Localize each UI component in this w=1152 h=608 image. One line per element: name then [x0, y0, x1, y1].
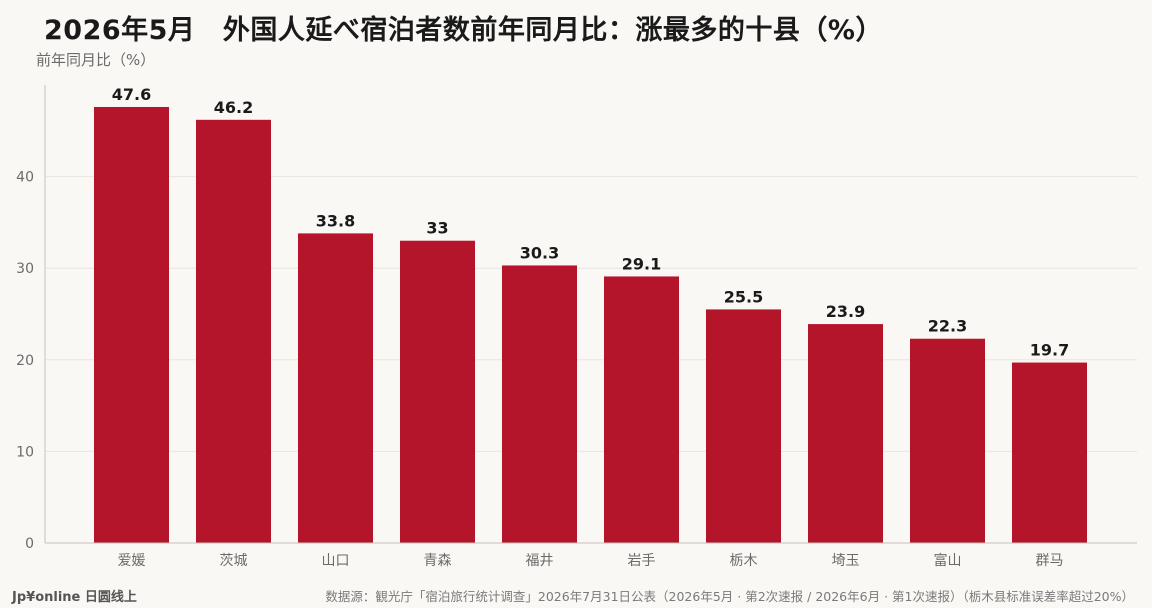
- y-axis-label: 前年同月比（%）: [36, 51, 156, 69]
- bar: [502, 265, 577, 543]
- bar: [706, 309, 781, 543]
- x-tick-label: 福井: [526, 553, 554, 569]
- bar: [196, 119, 271, 544]
- x-tick-label: 青森: [424, 553, 452, 569]
- bar: [604, 276, 679, 543]
- bar: [910, 338, 985, 543]
- bar: [400, 240, 475, 543]
- bar: [298, 233, 373, 543]
- y-tick-label: 0: [25, 536, 34, 552]
- bar-value-label: 47.6: [112, 85, 151, 104]
- chart-title: 2026年5月 外国人延べ宿泊者数前年同月比：涨最多的十县（%）: [44, 15, 883, 46]
- bar-value-label: 33.8: [316, 211, 355, 230]
- y-tick-label: 20: [16, 353, 34, 369]
- footer-brand: Jp¥online 日圆线上: [12, 590, 137, 605]
- bar-value-label: 30.3: [520, 243, 559, 262]
- footer-source: 数据源：観光庁「宿泊旅行统计调查」2026年7月31日公表（2026年5月 · …: [325, 589, 1134, 604]
- x-tick-label: 富山: [934, 552, 962, 569]
- bar: [94, 106, 169, 543]
- x-tick-label: 爱媛: [118, 553, 146, 569]
- bar: [1012, 362, 1087, 543]
- bar-value-label: 33: [426, 219, 448, 238]
- bar-value-label: 22.3: [928, 317, 967, 336]
- bar-value-label: 29.1: [622, 254, 661, 273]
- x-tick-label: 茨城: [220, 553, 248, 569]
- x-tick-label: 栃木: [730, 553, 758, 569]
- bar-value-label: 23.9: [826, 302, 865, 321]
- bar-value-label: 19.7: [1030, 341, 1069, 360]
- y-tick-label: 40: [16, 170, 34, 186]
- bar: [808, 324, 883, 543]
- x-tick-label: 埼玉: [832, 553, 860, 569]
- x-tick-label: 群马: [1036, 553, 1064, 569]
- x-tick-label: 山口: [322, 553, 350, 569]
- bar-value-label: 25.5: [724, 287, 763, 306]
- x-tick-label: 岩手: [628, 553, 656, 569]
- y-tick-label: 10: [16, 444, 34, 460]
- y-tick-label: 30: [16, 261, 34, 277]
- bar-value-label: 46.2: [214, 98, 253, 117]
